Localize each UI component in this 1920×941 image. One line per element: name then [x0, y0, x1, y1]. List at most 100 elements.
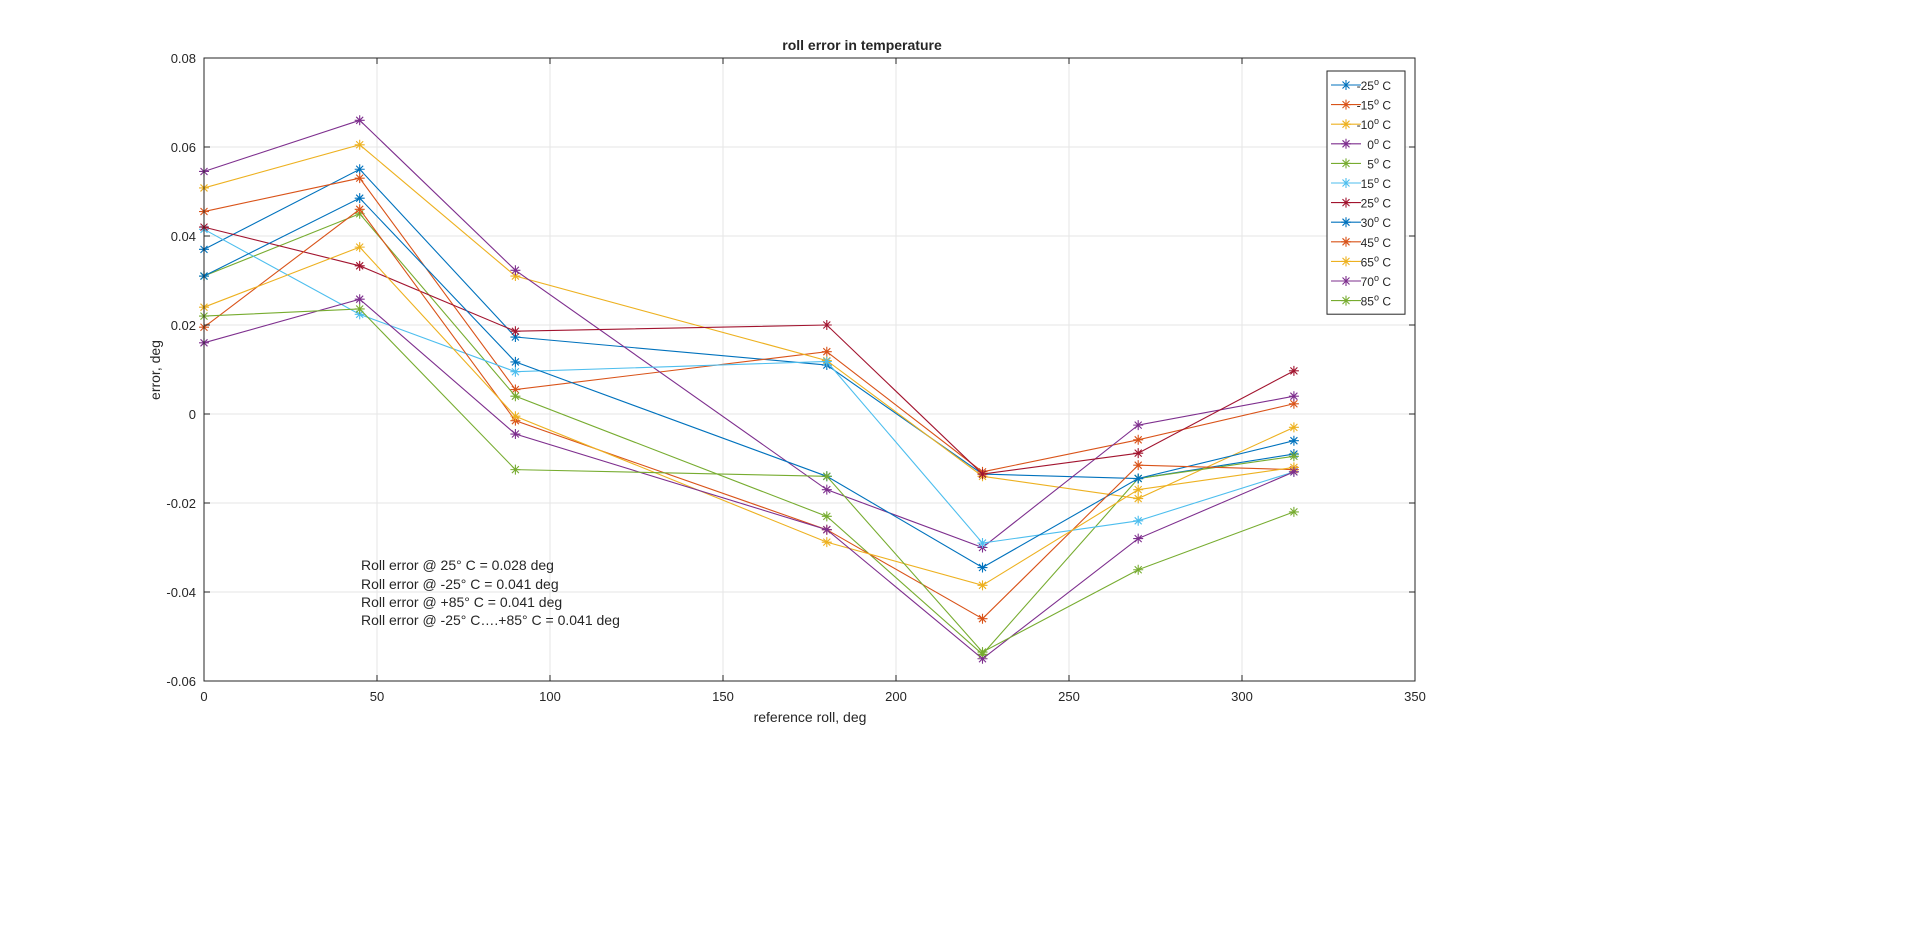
asterisk-marker — [510, 356, 521, 367]
legend-item: 30o C — [1331, 214, 1391, 230]
asterisk-marker — [354, 115, 365, 126]
legend-label: 5o C — [1367, 155, 1391, 171]
legend-unit: C — [1379, 118, 1391, 132]
x-tick-label: 100 — [539, 689, 561, 704]
y-tick-label: 0.08 — [171, 51, 196, 66]
asterisk-marker — [977, 538, 988, 549]
y-axis-label: error, deg — [147, 340, 163, 400]
axes-box — [203, 57, 1416, 682]
legend-label: 70o C — [1361, 273, 1392, 289]
asterisk-marker — [1341, 276, 1351, 286]
legend-item: -25o C — [1331, 77, 1391, 93]
asterisk-marker — [354, 204, 365, 215]
x-tick-label: 300 — [1231, 689, 1253, 704]
series-25 — [199, 222, 1299, 480]
asterisk-marker — [1341, 256, 1351, 267]
asterisk-marker — [977, 647, 988, 658]
degree-superscript: o — [1374, 136, 1379, 146]
asterisk-marker — [821, 356, 832, 367]
degree-superscript: o — [1374, 253, 1379, 263]
legend[interactable]: -25o C -15o C -10o C 0o C 5o C 15o C 25o C 30o … — [1326, 70, 1406, 315]
asterisk-marker — [1341, 197, 1351, 208]
degree-superscript: o — [1374, 77, 1379, 87]
asterisk-marker — [510, 411, 521, 422]
x-tick-label: 150 — [712, 689, 734, 704]
asterisk-marker — [510, 326, 521, 337]
asterisk-marker — [354, 242, 365, 253]
asterisk-marker — [510, 332, 521, 343]
asterisk-marker — [354, 294, 365, 305]
asterisk-marker — [1288, 422, 1299, 433]
legend-item: 15o C — [1331, 175, 1391, 191]
asterisk-marker — [1133, 448, 1144, 459]
asterisk-marker — [1288, 506, 1299, 517]
legend-item: 25o C — [1331, 195, 1391, 211]
series-65 — [199, 242, 1299, 591]
asterisk-marker — [1341, 295, 1351, 306]
legend-label: 65o C — [1361, 253, 1392, 269]
y-tick-label: -0.06 — [166, 674, 196, 689]
annotation: Roll error @ -25° C….+85° C = 0.041 deg — [361, 612, 620, 628]
legend-unit: C — [1379, 99, 1391, 113]
asterisk-marker — [821, 484, 832, 495]
annotation: Roll error @ -25° C = 0.041 deg — [361, 576, 559, 592]
degree-superscript: o — [1374, 214, 1379, 224]
asterisk-marker — [510, 384, 521, 395]
annotations: Roll error @ 25° C = 0.028 deg Roll erro… — [361, 557, 620, 628]
x-tick-label: 350 — [1404, 689, 1426, 704]
asterisk-marker — [1133, 420, 1144, 431]
legend-item: 45o C — [1331, 234, 1391, 250]
legend-item: 0o C — [1331, 136, 1391, 152]
x-tick-label: 250 — [1058, 689, 1080, 704]
asterisk-marker — [821, 471, 832, 482]
asterisk-marker — [510, 366, 521, 377]
legend-unit: C — [1379, 295, 1391, 309]
y-tick-label: 0.04 — [171, 229, 196, 244]
asterisk-marker — [354, 303, 365, 314]
asterisk-marker — [354, 139, 365, 150]
degree-superscript: o — [1374, 175, 1379, 185]
y-tick-label: -0.02 — [166, 496, 196, 511]
y-tick-label: -0.04 — [166, 585, 196, 600]
legend-item: -15o C — [1331, 97, 1391, 113]
asterisk-marker — [1133, 564, 1144, 575]
asterisk-marker — [1133, 515, 1144, 526]
asterisk-marker — [510, 429, 521, 440]
degree-superscript: o — [1374, 273, 1379, 283]
legend-unit: C — [1379, 157, 1391, 171]
asterisk-marker — [1341, 138, 1351, 149]
asterisk-marker — [821, 511, 832, 522]
plot-area — [204, 58, 1415, 681]
asterisk-marker — [1288, 391, 1299, 402]
asterisk-marker — [821, 320, 832, 330]
asterisk-marker — [1341, 236, 1351, 247]
legend-label: -15o C — [1357, 97, 1392, 113]
asterisk-marker — [1341, 119, 1351, 130]
y-tick-label: 0.06 — [171, 140, 196, 155]
x-axis-label: reference roll, deg — [754, 709, 867, 725]
asterisk-marker — [977, 469, 988, 480]
asterisk-marker — [1133, 484, 1144, 495]
asterisk-marker — [1133, 434, 1144, 445]
asterisk-marker — [977, 613, 988, 624]
asterisk-marker — [354, 173, 365, 184]
legend-unit: C — [1379, 177, 1391, 191]
legend-unit: C — [1379, 255, 1391, 269]
asterisk-marker — [1133, 533, 1144, 544]
degree-superscript: o — [1374, 234, 1379, 244]
x-tick-label: 200 — [885, 689, 907, 704]
chart-title: roll error in temperature — [782, 37, 942, 53]
asterisk-marker — [354, 260, 365, 271]
asterisk-marker — [1288, 466, 1299, 477]
asterisk-marker — [1288, 365, 1299, 376]
asterisk-marker — [977, 653, 988, 664]
legend-item: 65o C — [1331, 253, 1391, 269]
legend-item: 5o C — [1331, 155, 1391, 171]
asterisk-marker — [354, 309, 365, 320]
legend-unit: C — [1379, 236, 1391, 250]
asterisk-marker — [354, 164, 365, 175]
asterisk-marker — [821, 537, 832, 548]
degree-superscript: o — [1374, 155, 1379, 165]
degree-superscript: o — [1374, 195, 1379, 205]
